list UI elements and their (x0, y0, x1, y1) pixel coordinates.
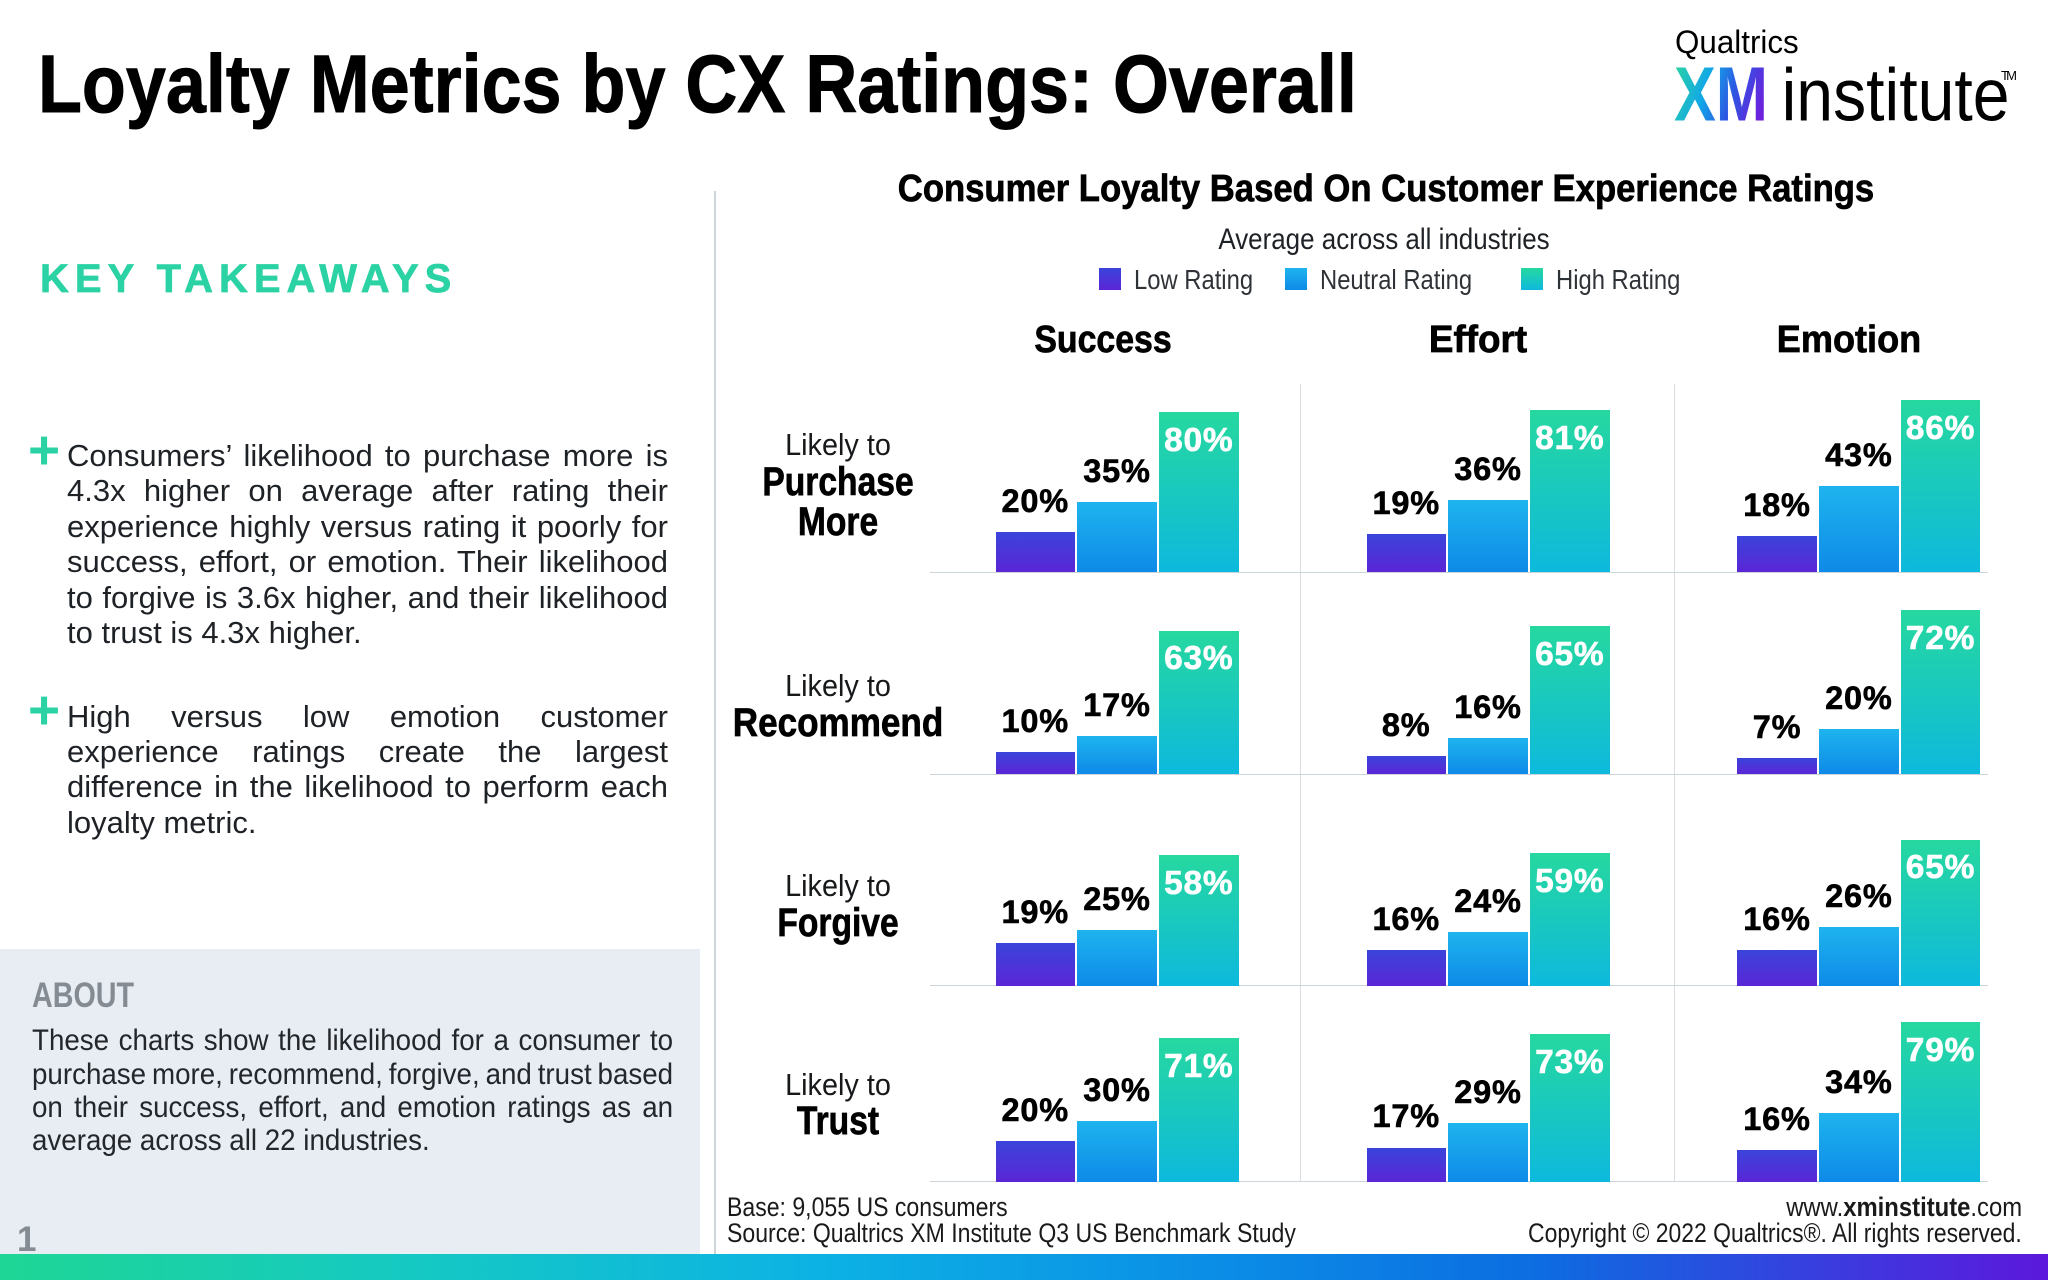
svg-text:TM: TM (2001, 68, 2017, 83)
svg-text:institute: institute (1782, 64, 2010, 126)
svg-text:XM: XM (1674, 64, 1768, 126)
